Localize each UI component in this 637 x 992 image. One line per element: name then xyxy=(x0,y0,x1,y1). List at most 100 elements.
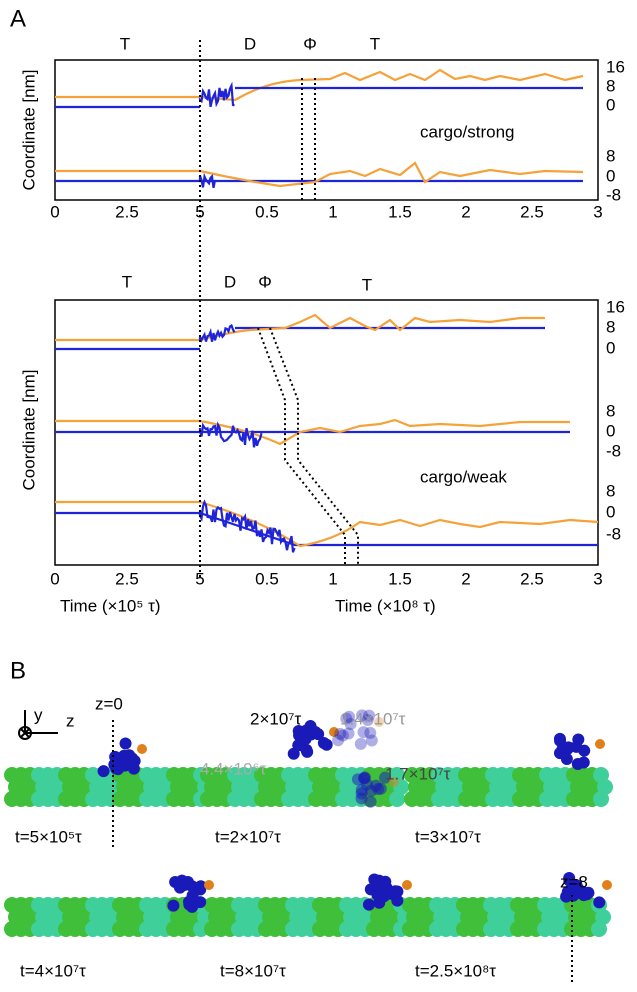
cargo xyxy=(137,744,147,754)
motor xyxy=(363,709,376,722)
y-tick-label: 16 xyxy=(606,57,625,76)
motor xyxy=(342,727,355,740)
motor xyxy=(97,765,110,778)
phase-label: D xyxy=(224,272,236,291)
tubulin xyxy=(593,791,609,807)
snapshots xyxy=(4,709,613,937)
traces xyxy=(55,68,599,553)
phase-label: D xyxy=(244,34,256,53)
motor xyxy=(562,741,575,754)
phase-label: T xyxy=(370,34,380,53)
motor xyxy=(391,894,404,907)
x-axis-label: Time (×10⁵ τ) xyxy=(60,596,161,615)
axes-glyph xyxy=(18,710,58,740)
panel-label: A xyxy=(10,5,26,32)
y-tick-label: 8 xyxy=(606,401,615,420)
x-tick-label: 0 xyxy=(50,202,59,221)
motor xyxy=(593,896,606,909)
motor xyxy=(361,778,374,791)
motor xyxy=(377,890,390,903)
x-tick-label: 2.5 xyxy=(520,569,544,588)
x-tick-label: 1.5 xyxy=(388,569,412,588)
phase-label: T xyxy=(122,272,132,291)
motor xyxy=(121,751,134,764)
y-tick-label: -8 xyxy=(606,185,621,204)
overlay-label: 1.7×10⁷τ xyxy=(385,764,451,783)
motor xyxy=(110,762,123,775)
overlay-label: 1.4×10⁷τ xyxy=(340,709,406,728)
motor xyxy=(364,726,377,739)
y-tick-label: -8 xyxy=(606,441,621,460)
x-axis-label: Time (×10⁸ τ) xyxy=(335,596,436,615)
phase-divider xyxy=(257,327,359,565)
x-tick-label: 1 xyxy=(328,569,337,588)
motor xyxy=(578,744,591,757)
phase-divider xyxy=(301,78,316,200)
motor xyxy=(194,880,207,893)
annotation: cargo/weak xyxy=(420,467,507,486)
cargo xyxy=(374,717,384,727)
motor xyxy=(301,745,314,758)
plot-frame xyxy=(54,59,599,201)
motor xyxy=(287,747,300,760)
cargo xyxy=(602,880,612,890)
y-tick-label: 8 xyxy=(606,146,615,165)
z-label: z=0 xyxy=(95,694,123,713)
x-tick-label: 2 xyxy=(461,202,470,221)
cargo xyxy=(389,777,399,787)
tubulin xyxy=(389,791,405,807)
x-tick-label: 3 xyxy=(593,202,602,221)
cargo xyxy=(595,739,605,749)
x-tick-label: 1.5 xyxy=(388,202,412,221)
motor xyxy=(379,771,392,784)
motor xyxy=(317,736,330,749)
y-tick-label: 0 xyxy=(606,502,615,521)
motor xyxy=(554,734,567,747)
motor xyxy=(167,899,180,912)
tubulin xyxy=(591,921,607,937)
motor xyxy=(356,709,369,722)
overlay-label: 4.4×10⁶τ xyxy=(200,759,266,778)
y-tick-label: 0 xyxy=(606,421,615,440)
motor xyxy=(357,726,370,739)
cargo xyxy=(329,727,339,737)
x-tick-label: 2.5 xyxy=(115,202,139,221)
x-tick-label: 2.5 xyxy=(520,202,544,221)
motor xyxy=(186,900,199,913)
y-tick-label: 8 xyxy=(606,76,615,95)
motor xyxy=(577,756,590,769)
y-tick-label: 8 xyxy=(606,481,615,500)
motor xyxy=(354,737,367,750)
motor xyxy=(560,890,573,903)
time-label: t=4×10⁷τ xyxy=(20,961,86,980)
time-label: t=3×10⁷τ xyxy=(415,827,481,846)
motor xyxy=(364,795,377,808)
cargo xyxy=(402,880,412,890)
time-label: t=8×10⁷τ xyxy=(220,961,286,980)
phase-label: Φ xyxy=(258,272,272,291)
motor xyxy=(340,712,353,725)
motor xyxy=(332,734,345,747)
motor xyxy=(344,717,357,730)
phase-label: T xyxy=(120,34,130,53)
y-tick-label: -8 xyxy=(606,524,621,543)
motor xyxy=(336,729,349,742)
x-tick-label: 5 xyxy=(195,202,204,221)
motor xyxy=(119,737,132,750)
cargo xyxy=(204,880,214,890)
motor xyxy=(312,728,325,741)
annotation: cargo/strong xyxy=(420,122,515,141)
x-tick-label: 2.5 xyxy=(115,569,139,588)
x-tick-label: 0 xyxy=(50,569,59,588)
y-tick-label: 16 xyxy=(606,297,625,316)
motor xyxy=(181,875,194,888)
x-tick-label: 3 xyxy=(593,569,602,588)
motor xyxy=(334,727,347,740)
y-tick-label: 0 xyxy=(606,338,615,357)
motor xyxy=(355,787,368,800)
x-tick-label: 2 xyxy=(461,569,470,588)
z-label: z=8 xyxy=(560,872,588,891)
motor xyxy=(570,884,583,897)
motor xyxy=(293,729,306,742)
